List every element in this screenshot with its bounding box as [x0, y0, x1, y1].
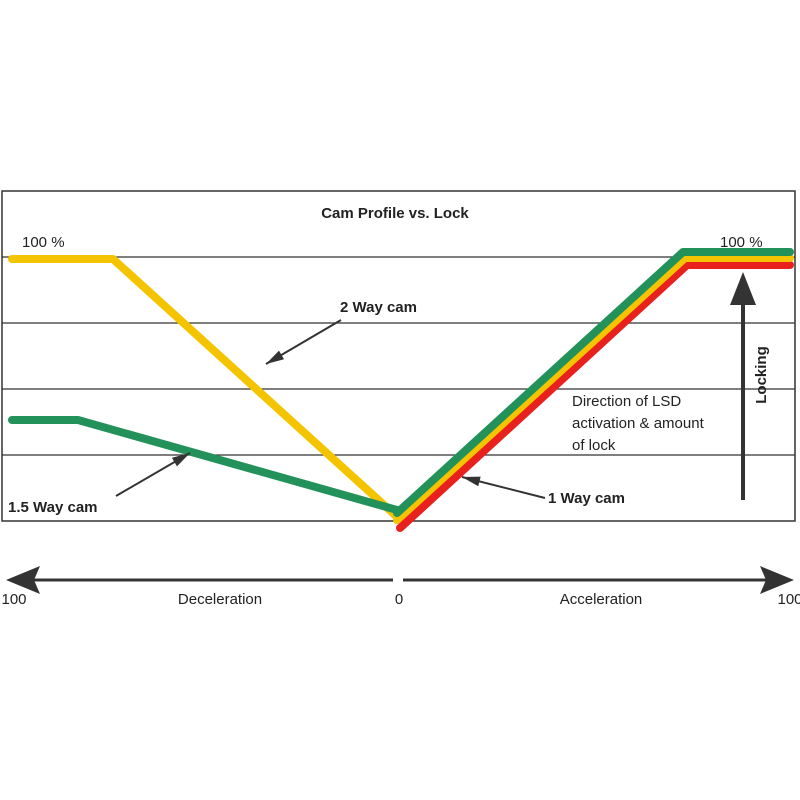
- two-way-cam-decel-line: [8, 255, 399, 519]
- locking-label: Locking: [753, 346, 770, 404]
- one-five-way-cam-decel-line: [8, 416, 401, 514]
- two-way-cam-accel-line: [393, 254, 794, 524]
- deceleration-axis-arrow-head: [6, 566, 40, 594]
- one-way-cam-accel-line: [396, 261, 794, 532]
- locking-arrow-head: [730, 272, 756, 305]
- two-way-cam-label: 2 Way cam: [340, 299, 417, 316]
- plot-frame: [1, 190, 796, 522]
- axis-right-end-label: 100: [777, 591, 800, 608]
- acceleration-axis-arrow-head: [760, 566, 794, 594]
- direction-text-line-3: of lock: [572, 437, 616, 454]
- one-five-way-pointer-arrow-head: [171, 453, 190, 467]
- acceleration-label: Acceleration: [560, 591, 643, 608]
- one-way-pointer-arrow-head: [462, 476, 481, 487]
- two-way-pointer-arrow-head: [266, 350, 285, 364]
- plot-border: [1, 190, 796, 522]
- one-way-cam-label: 1 Way cam: [548, 490, 625, 507]
- right-100-percent-label: 100 %: [720, 234, 763, 251]
- one-five-way-cam-label: 1.5 Way cam: [8, 499, 98, 516]
- direction-text-line-1: Direction of LSD: [572, 393, 681, 410]
- one-five-way-cam-accel-line: [393, 248, 794, 517]
- direction-text-line-2: activation & amount: [572, 415, 705, 432]
- diagram-title: Cam Profile vs. Lock: [321, 205, 469, 222]
- left-100-percent-label: 100 %: [22, 234, 65, 251]
- deceleration-label: Deceleration: [178, 591, 262, 608]
- axis-left-end-label: 100: [1, 591, 26, 608]
- axis-zero-label: 0: [395, 591, 403, 608]
